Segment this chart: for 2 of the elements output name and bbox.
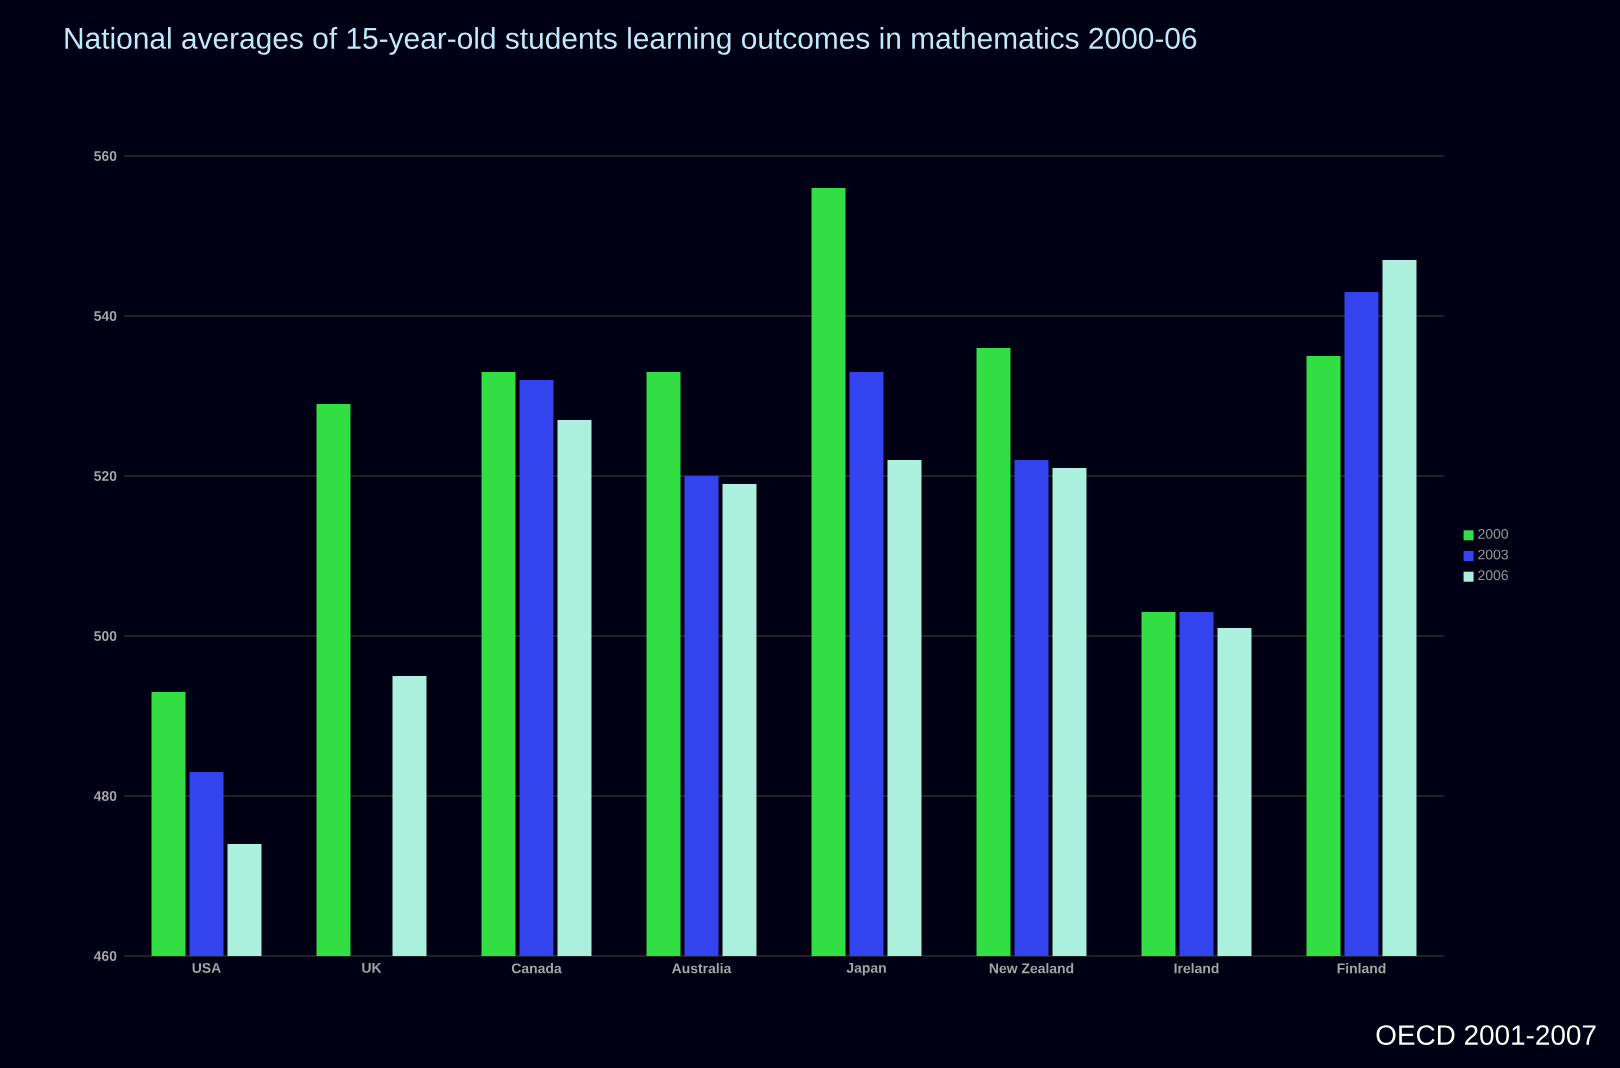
chart-title: National averages of 15-year-old students learning outcomes in mathematics 2000-06	[65, 27, 1197, 55]
text: OECD 2001-2007	[1376, 1025, 1596, 1045]
